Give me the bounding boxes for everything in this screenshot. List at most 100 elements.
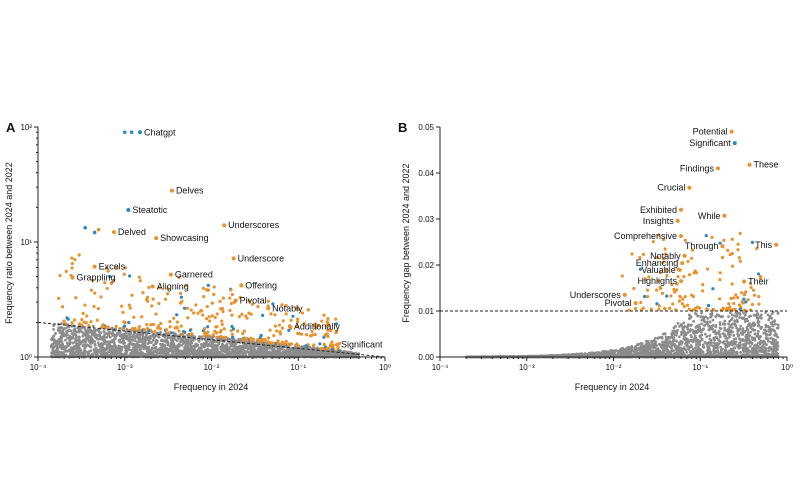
background-point (748, 344, 752, 348)
highlight-point (319, 346, 323, 351)
background-point (239, 348, 243, 351)
word-label-underscores: Underscores (228, 220, 280, 230)
background-point (734, 337, 738, 341)
highlight-point (304, 344, 308, 348)
highlight-point (206, 283, 210, 288)
background-point (238, 338, 242, 341)
background-point (111, 331, 115, 334)
background-point (263, 353, 267, 356)
background-point (653, 336, 657, 340)
background-point (123, 333, 126, 337)
highlight-point (278, 332, 283, 336)
background-point (287, 350, 291, 354)
highlight-point (179, 295, 184, 299)
background-point (151, 338, 155, 342)
background-point (705, 335, 709, 338)
background-point (177, 344, 181, 348)
background-point (234, 345, 238, 349)
highlight-point (138, 279, 142, 283)
highlight-point (80, 318, 84, 322)
background-point (260, 341, 264, 345)
background-point (192, 353, 196, 357)
highlight-point (82, 320, 86, 324)
y-tick-label: 10⁰ (20, 353, 32, 362)
background-point (349, 351, 352, 354)
word-label-excels: Excels (99, 262, 126, 272)
word-label-delves: Delves (176, 186, 204, 196)
data-point (129, 130, 134, 135)
highlight-point (189, 308, 193, 312)
background-point (238, 345, 241, 349)
background-point (76, 346, 80, 350)
labeled-point (150, 284, 155, 289)
background-point (774, 322, 777, 326)
background-point (135, 334, 138, 338)
background-point (89, 328, 93, 332)
background-point (699, 315, 703, 319)
highlight-point (180, 299, 184, 303)
background-point (105, 332, 108, 335)
highlight-point (320, 319, 324, 323)
background-point (123, 345, 127, 348)
highlight-point (175, 320, 179, 324)
background-point (723, 319, 727, 323)
highlight-point (215, 312, 219, 316)
background-point (95, 352, 99, 356)
background-point (679, 333, 683, 336)
background-point (204, 340, 208, 344)
background-point (128, 340, 132, 344)
highlight-point (266, 336, 271, 340)
background-point (132, 347, 136, 351)
highlight-point (249, 312, 253, 316)
highlight-point (70, 261, 74, 266)
word-label-chatgpt: Chatgpt (144, 127, 176, 137)
background-point (60, 334, 64, 338)
background-point (67, 336, 71, 340)
background-point (54, 352, 58, 356)
background-point (302, 349, 305, 353)
background-point (214, 344, 218, 348)
highlight-point (261, 313, 265, 318)
highlight-point (215, 325, 219, 329)
word-label-showcasing: Showcasing (160, 233, 209, 243)
background-point (55, 349, 59, 353)
background-point (162, 352, 166, 356)
background-point (728, 335, 731, 339)
background-point (65, 341, 69, 345)
background-point (237, 351, 241, 354)
background-point (128, 335, 132, 338)
highlight-point (230, 292, 234, 297)
panel-a-x-axis-title: Frequency in 2024 (174, 382, 249, 392)
background-point (75, 335, 78, 339)
background-point (146, 342, 150, 346)
highlight-point (177, 275, 181, 280)
highlight-point (87, 324, 91, 328)
background-point (126, 354, 130, 358)
background-point (90, 333, 94, 337)
background-point (163, 343, 166, 347)
background-point (159, 346, 163, 350)
highlight-point (312, 343, 316, 347)
background-point (52, 345, 56, 349)
background-point (113, 335, 117, 338)
highlight-point (64, 269, 68, 273)
highlight-point (276, 339, 280, 343)
background-point (154, 349, 158, 353)
highlight-point (62, 319, 66, 323)
highlight-point (150, 304, 154, 308)
background-point (728, 325, 732, 329)
background-point (69, 329, 73, 333)
highlight-point (60, 305, 65, 309)
background-point (99, 342, 103, 346)
background-point (213, 350, 217, 353)
highlight-point (240, 312, 244, 316)
background-point (96, 341, 100, 345)
background-point (711, 323, 715, 327)
background-point (134, 352, 138, 356)
background-point (171, 350, 175, 354)
background-point (692, 319, 696, 323)
labeled-point (111, 230, 116, 235)
highlight-point (275, 329, 279, 333)
background-point (689, 333, 693, 337)
